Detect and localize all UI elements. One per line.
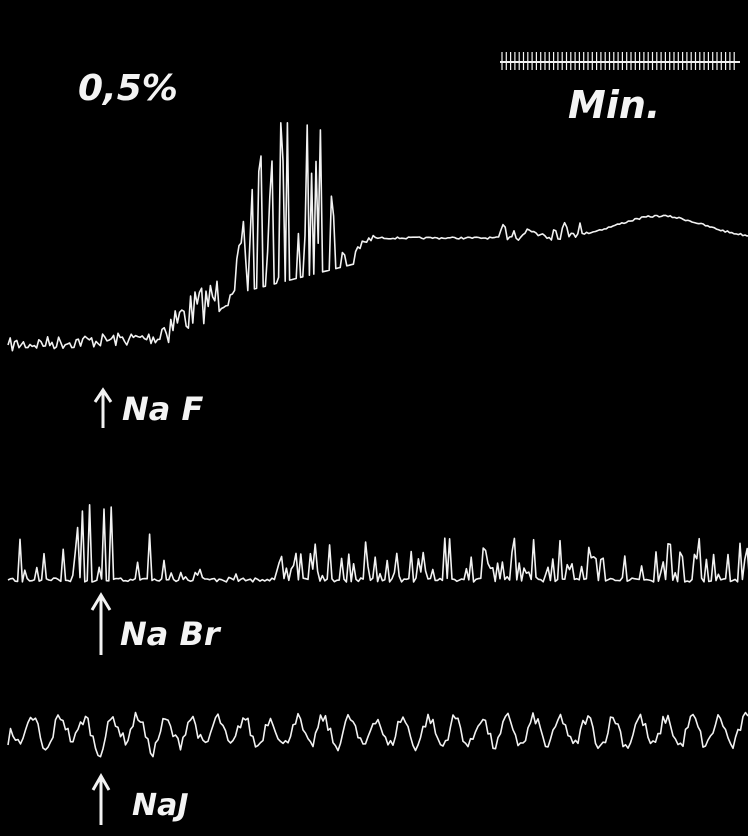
time-scale-label: Min. [568,83,660,127]
concentration-label: 0,5% [78,68,178,109]
recording-trace [7,711,748,758]
recording-trace [7,122,748,352]
trace-label: NaJ [132,788,189,823]
trace-label: Na Br [120,615,222,653]
recording-trace [7,504,748,583]
arrow [93,387,113,428]
arrow [90,592,112,655]
arrows [90,387,113,825]
arrow [91,772,111,825]
trace-label: Na F [122,390,204,428]
time-scale-bar [500,52,740,70]
